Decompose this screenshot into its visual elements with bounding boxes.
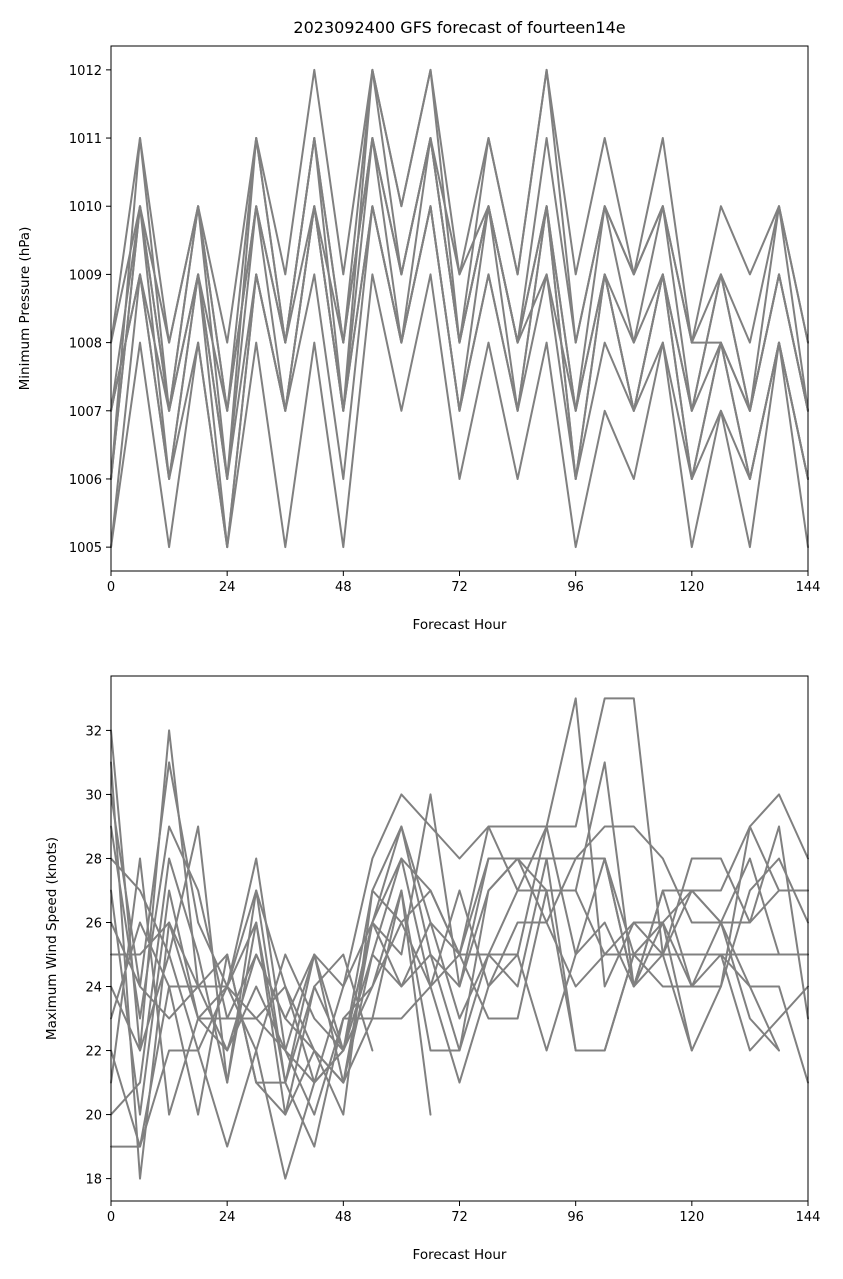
wind-x-tick-label: 72 (451, 1210, 468, 1225)
wind-series-line-11 (110, 825, 809, 1116)
pressure-y-axis-label: Minimum Pressure (hPa) (17, 227, 33, 391)
wind-x-tick-label: 120 (679, 1210, 704, 1225)
pressure-x-axis-label: Forecast Hour (413, 617, 507, 633)
pressure-y-tick-label: 1005 (69, 541, 102, 556)
wind-y-tick-label: 30 (85, 788, 102, 803)
wind-x-tick-label: 0 (107, 1210, 115, 1225)
pressure-series-line-9 (110, 205, 809, 549)
pressure-x-ticks: 0 24 48 72 96 120 144 (107, 571, 821, 595)
wind-series-line-10 (110, 857, 432, 1116)
pressure-y-tick-label: 1008 (69, 337, 102, 352)
wind-y-tick-label: 18 (85, 1173, 102, 1188)
figure-title: 2023092400 GFS forecast of fourteen14e (293, 18, 625, 37)
wind-series-line-13 (110, 761, 780, 1180)
wind-y-tick-label: 32 (85, 724, 102, 739)
pressure-y-tick-label: 1011 (69, 132, 102, 147)
wind-x-tick-label: 96 (567, 1210, 584, 1225)
pressure-y-tick-label: 1007 (69, 405, 102, 420)
wind-y-ticks: 18 20 22 24 26 28 30 32 (85, 724, 111, 1188)
pressure-y-tick-label: 1012 (69, 64, 102, 79)
pressure-x-tick-label: 72 (451, 580, 468, 595)
wind-y-tick-label: 28 (85, 852, 102, 867)
pressure-y-tick-label: 1010 (69, 200, 102, 215)
pressure-x-tick-label: 144 (796, 580, 821, 595)
pressure-x-tick-label: 48 (335, 580, 352, 595)
wind-series-line-14 (110, 857, 693, 1084)
pressure-series-line-1 (110, 68, 809, 344)
pressure-y-tick-label: 1006 (69, 473, 102, 488)
pressure-x-tick-label: 120 (679, 580, 704, 595)
pressure-x-tick-label: 0 (107, 580, 115, 595)
wind-plot-frame (110, 675, 809, 1202)
pressure-chart: 0 24 48 72 96 120 144 1005 1006 1007 1008 1009 1010… (17, 45, 821, 633)
wind-x-tick-label: 24 (219, 1210, 236, 1225)
wind-y-axis-label: Maximum Wind Speed (knots) (44, 837, 60, 1040)
wind-x-tick-label: 48 (335, 1210, 352, 1225)
pressure-series-line-10 (110, 137, 809, 480)
pressure-series-group (110, 68, 809, 549)
wind-x-axis-label: Forecast Hour (413, 1247, 507, 1263)
wind-y-tick-label: 24 (85, 981, 102, 996)
wind-y-tick-label: 20 (85, 1109, 102, 1124)
pressure-y-tick-label: 1009 (69, 268, 102, 283)
pressure-x-tick-label: 96 (567, 580, 584, 595)
pressure-x-tick-label: 24 (219, 580, 236, 595)
wind-y-tick-label: 22 (85, 1045, 102, 1060)
wind-x-ticks: 0 24 48 72 96 120 144 (107, 1201, 821, 1225)
wind-series-line-1 (110, 697, 809, 1052)
wind-chart: 0 24 48 72 96 120 144 18 20 22 24 26 28 30 32 Forecas… (44, 675, 821, 1263)
wind-x-tick-label: 144 (796, 1210, 821, 1225)
wind-series-group (110, 697, 809, 1180)
pressure-y-ticks: 1005 1006 1007 1008 1009 1010 1011 1012 (69, 64, 111, 556)
wind-y-tick-label: 26 (85, 916, 102, 931)
